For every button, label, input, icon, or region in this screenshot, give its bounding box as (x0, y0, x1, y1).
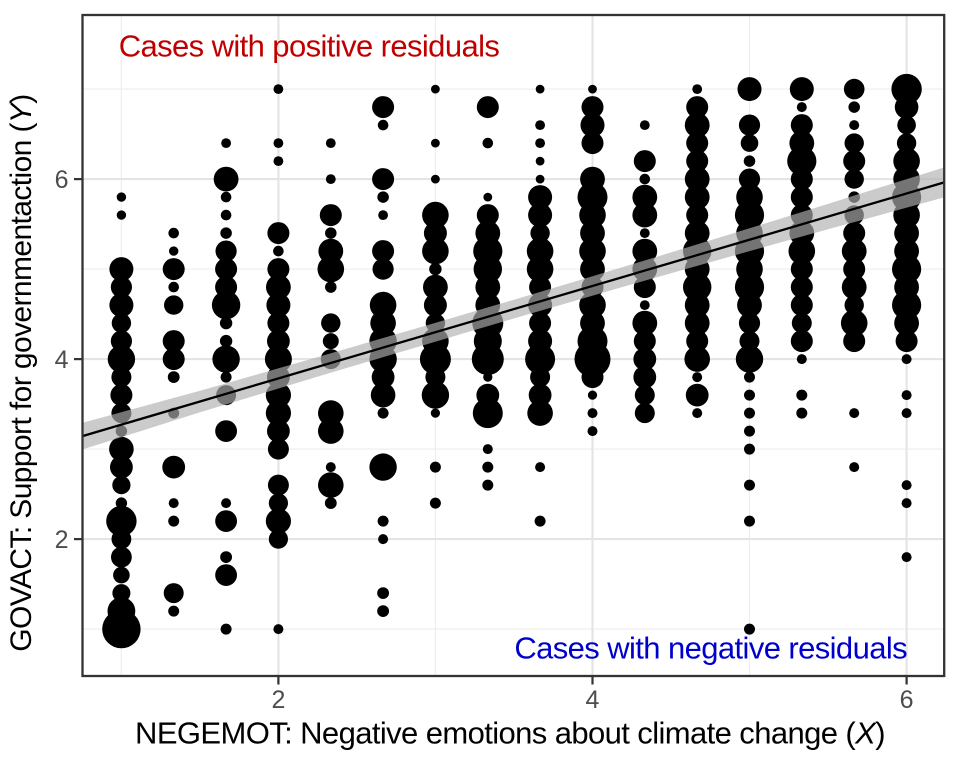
svg-text:6: 6 (55, 166, 69, 194)
svg-text:2: 2 (271, 686, 285, 714)
svg-text:GOVACT: Support for government: GOVACT: Support for governmentaction (Y) (5, 94, 38, 651)
svg-text:Cases with negative residuals: Cases with negative residuals (514, 630, 907, 665)
svg-text:2: 2 (55, 526, 69, 554)
svg-text:4: 4 (586, 686, 600, 714)
svg-text:Cases with positive residuals: Cases with positive residuals (119, 28, 500, 63)
svg-text:NEGEMOT: Negative emotions abo: NEGEMOT: Negative emotions about climate… (135, 716, 885, 751)
svg-text:6: 6 (900, 686, 914, 714)
svg-text:4: 4 (55, 346, 69, 374)
